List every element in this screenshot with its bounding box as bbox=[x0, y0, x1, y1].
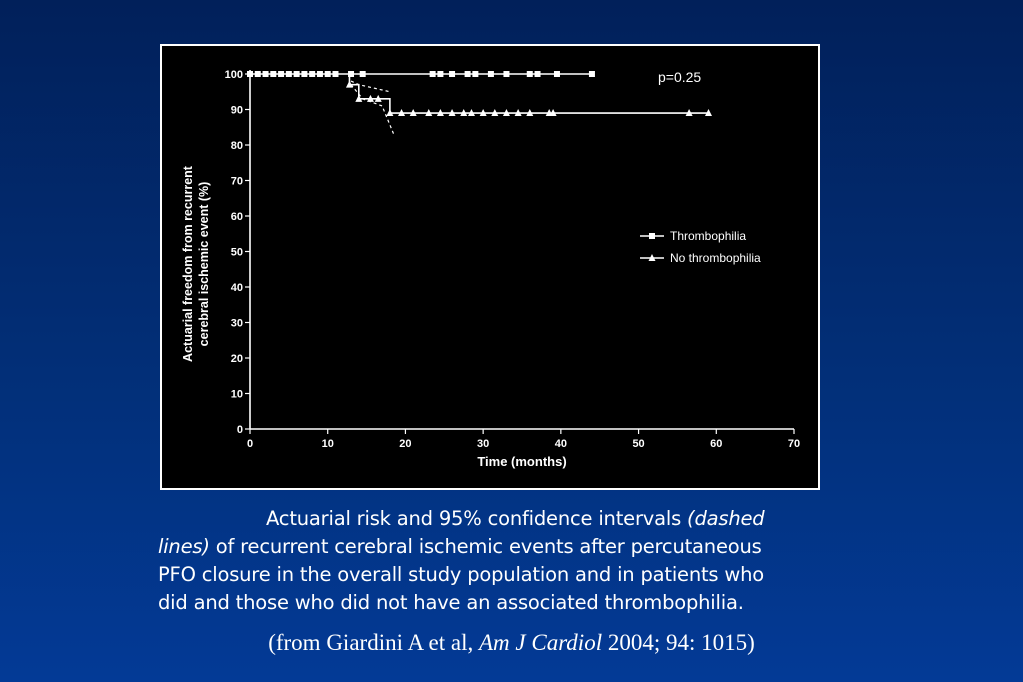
data-point bbox=[374, 94, 382, 102]
citation-journal: Am J Cardiol bbox=[479, 630, 603, 655]
data-point bbox=[464, 71, 471, 77]
y-tick-label: 100 bbox=[225, 69, 243, 81]
confidence-intervals bbox=[350, 80, 395, 135]
data-point bbox=[437, 71, 444, 77]
y-tick-label: 50 bbox=[231, 247, 243, 259]
source-citation: (from Giardini A et al, Am J Cardiol 200… bbox=[0, 630, 1023, 656]
x-tick-label: 60 bbox=[710, 438, 722, 450]
figure-caption: Actuarial risk and 95% confidence interv… bbox=[158, 505, 818, 617]
y-tick-label: 80 bbox=[231, 140, 243, 152]
data-point bbox=[293, 71, 300, 77]
data-point bbox=[705, 109, 713, 117]
data-point bbox=[491, 109, 499, 117]
data-point bbox=[316, 71, 323, 77]
data-point bbox=[479, 109, 487, 117]
data-point bbox=[449, 71, 456, 77]
data-point bbox=[301, 71, 308, 77]
data-point bbox=[436, 109, 444, 117]
citation-text: 2004; 94: 1015) bbox=[602, 630, 755, 655]
data-point bbox=[285, 71, 292, 77]
data-point bbox=[553, 71, 560, 77]
data-point bbox=[487, 71, 494, 77]
caption-line-1: Actuarial risk and 95% confidence interv… bbox=[158, 505, 818, 533]
legend-label: Thrombophilia bbox=[670, 229, 746, 243]
data-point bbox=[348, 71, 355, 77]
data-point bbox=[549, 109, 557, 117]
x-tick-label: 0 bbox=[247, 438, 253, 450]
legend-marker bbox=[649, 233, 655, 239]
data-point bbox=[448, 109, 456, 117]
data-point bbox=[309, 71, 316, 77]
legend-item: No thrombophilia bbox=[640, 251, 761, 265]
data-point bbox=[324, 71, 331, 77]
x-tick-label: 20 bbox=[399, 438, 411, 450]
data-point bbox=[429, 71, 436, 77]
data-point bbox=[526, 71, 533, 77]
x-tick-label: 30 bbox=[477, 438, 489, 450]
data-point bbox=[332, 71, 339, 77]
data-point bbox=[398, 109, 406, 117]
data-point bbox=[425, 109, 433, 117]
data-point bbox=[503, 71, 510, 77]
data-point bbox=[366, 94, 374, 102]
series-no-thrombophilia bbox=[345, 74, 713, 117]
legend-marker bbox=[648, 254, 656, 261]
data-point bbox=[460, 109, 468, 117]
y-axis-label-line2: cerebral ischemic event (%) bbox=[197, 182, 211, 347]
caption-italic-text: lines) bbox=[158, 535, 210, 558]
series-line bbox=[348, 74, 709, 114]
data-point bbox=[345, 80, 353, 88]
data-point bbox=[514, 109, 522, 117]
y-axis-label-line1: Actuarial freedom from recurrent bbox=[181, 165, 195, 362]
legend: Thrombophilia No thrombophilia bbox=[640, 229, 761, 265]
data-point bbox=[386, 109, 394, 117]
series-group bbox=[247, 71, 713, 117]
ci-lower-line bbox=[350, 84, 395, 135]
data-point bbox=[359, 71, 366, 77]
x-axis-label: Time (months) bbox=[477, 454, 566, 469]
data-point bbox=[409, 109, 417, 117]
axes bbox=[249, 70, 794, 430]
data-point bbox=[472, 71, 479, 77]
x-tick-label: 10 bbox=[322, 438, 334, 450]
x-tick-label: 50 bbox=[632, 438, 644, 450]
x-tick-label: 40 bbox=[555, 438, 567, 450]
y-tick-label: 0 bbox=[237, 424, 243, 436]
legend-item: Thrombophilia bbox=[640, 229, 746, 243]
y-tick-label: 40 bbox=[231, 282, 243, 294]
tick-group: 0 10 20 30 40 50 60 70 0 10 20 30 40 50 60 70 80 90 100 bbox=[225, 69, 800, 450]
km-chart: 0 10 20 30 40 50 60 70 0 10 20 30 40 50 60 70 80 90 100 p=… bbox=[181, 69, 800, 469]
chart-panel: 0 10 20 30 40 50 60 70 0 10 20 30 40 50 60 70 80 90 100 p=… bbox=[160, 44, 820, 490]
data-point bbox=[588, 71, 595, 77]
data-point bbox=[534, 71, 541, 77]
caption-text: of recurrent cerebral ischemic events af… bbox=[209, 535, 762, 558]
citation-text: (from Giardini A et al, bbox=[268, 630, 479, 655]
data-point bbox=[526, 109, 534, 117]
data-point bbox=[355, 94, 363, 102]
ci-upper-line bbox=[350, 80, 391, 93]
data-point bbox=[467, 109, 475, 117]
data-point bbox=[270, 71, 277, 77]
p-value-annotation: p=0.25 bbox=[658, 69, 701, 85]
legend-label: No thrombophilia bbox=[670, 251, 761, 265]
caption-line-3: PFO closure in the overall study populat… bbox=[158, 563, 765, 586]
data-point bbox=[247, 71, 253, 77]
y-tick-label: 20 bbox=[231, 353, 243, 365]
data-point bbox=[254, 71, 261, 77]
data-point bbox=[262, 71, 269, 77]
caption-line-4: did and those who did not have an associ… bbox=[158, 591, 744, 614]
y-tick-label: 30 bbox=[231, 318, 243, 330]
y-tick-label: 90 bbox=[231, 105, 243, 117]
caption-line-2: lines) of recurrent cerebral ischemic ev… bbox=[158, 533, 818, 561]
x-tick-label: 70 bbox=[788, 438, 800, 450]
data-point bbox=[278, 71, 285, 77]
caption-text: Actuarial risk and 95% confidence interv… bbox=[266, 507, 688, 530]
caption-italic-text: (dashed bbox=[687, 507, 765, 530]
y-tick-label: 60 bbox=[231, 211, 243, 223]
y-tick-label: 70 bbox=[231, 176, 243, 188]
y-tick-label: 10 bbox=[231, 389, 243, 401]
data-point bbox=[685, 109, 693, 117]
data-point bbox=[502, 109, 510, 117]
series-thrombophilia bbox=[247, 71, 595, 77]
